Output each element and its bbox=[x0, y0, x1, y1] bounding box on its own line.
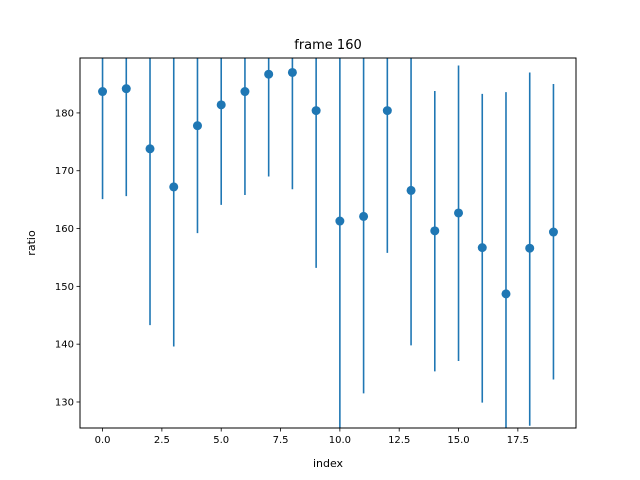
data-point bbox=[430, 226, 440, 236]
x-axis-label: index bbox=[313, 457, 344, 470]
x-tick-label: 12.5 bbox=[388, 435, 410, 446]
axes-frame bbox=[79, 57, 577, 429]
data-point bbox=[121, 84, 131, 94]
data-point bbox=[548, 227, 558, 237]
data-point bbox=[216, 100, 226, 110]
y-axis: 130 140 150 160 170 180 bbox=[55, 108, 80, 408]
data-point bbox=[98, 87, 108, 97]
data-point bbox=[335, 216, 345, 226]
data-point bbox=[145, 144, 155, 154]
x-tick-label: 17.5 bbox=[507, 435, 529, 446]
x-tick-label: 0.0 bbox=[95, 435, 111, 446]
y-tick-label: 170 bbox=[55, 166, 74, 177]
y-tick-label: 150 bbox=[55, 282, 74, 293]
data-point bbox=[477, 243, 487, 253]
y-tick-label: 130 bbox=[55, 397, 74, 408]
plot-area bbox=[98, 58, 558, 428]
data-point bbox=[169, 182, 179, 192]
y-axis-label: ratio bbox=[25, 230, 38, 256]
x-tick-label: 15.0 bbox=[447, 435, 469, 446]
data-point bbox=[501, 289, 511, 299]
y-tick-label: 180 bbox=[55, 108, 74, 119]
data-point bbox=[525, 243, 535, 253]
y-tick-label: 140 bbox=[55, 340, 74, 351]
data-point bbox=[287, 67, 297, 77]
x-tick-label: 7.5 bbox=[273, 435, 289, 446]
y-tick-label: 160 bbox=[55, 224, 74, 235]
x-axis: 0.0 2.5 5.0 7.5 10.0 12.5 15.0 17.5 bbox=[95, 428, 529, 446]
data-point bbox=[382, 106, 392, 116]
data-point bbox=[359, 211, 369, 221]
chart-title: frame 160 bbox=[294, 38, 362, 53]
data-point bbox=[311, 106, 321, 116]
x-tick-label: 5.0 bbox=[213, 435, 229, 446]
data-point bbox=[406, 185, 416, 195]
data-point bbox=[264, 69, 274, 79]
data-point bbox=[454, 208, 464, 218]
data-point bbox=[192, 121, 202, 131]
data-point bbox=[240, 87, 250, 97]
x-tick-label: 2.5 bbox=[154, 435, 170, 446]
x-tick-label: 10.0 bbox=[329, 435, 351, 446]
